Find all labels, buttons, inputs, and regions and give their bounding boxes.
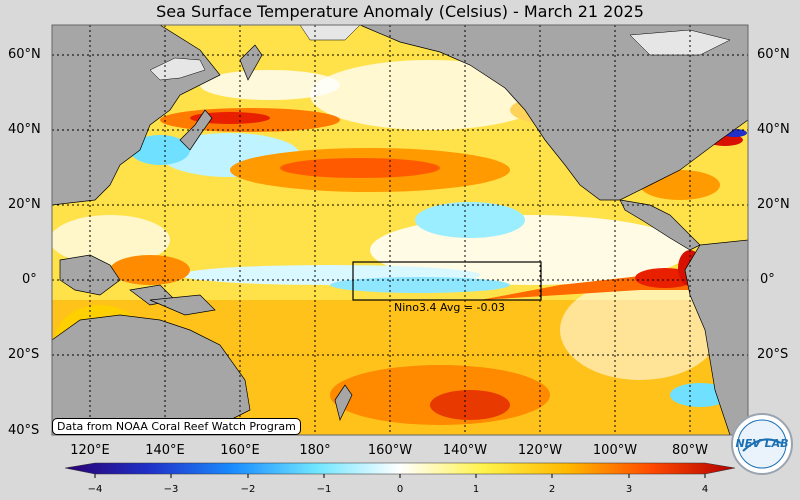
lon-label: 140°E (145, 443, 185, 458)
lat-label-left: 0° (22, 272, 37, 287)
nino34-box (352, 261, 542, 301)
lat-label-left: 60°N (8, 47, 41, 62)
lat-label-right: 20°N (757, 197, 790, 212)
colorbar-tick-label: −4 (87, 484, 103, 495)
lab-logo: NEV LAB (731, 413, 793, 475)
colorbar-tick-label: 0 (396, 484, 404, 495)
lon-label: 180° (299, 443, 331, 458)
lat-label-right: 40°N (757, 122, 790, 137)
nino34-average-label: Nino3.4 Avg = -0.03 (394, 301, 506, 314)
colorbar-tick-label: 4 (701, 484, 709, 495)
lat-label-right: 20°S (757, 347, 789, 362)
lon-label: 140°W (442, 443, 488, 458)
graticule (52, 25, 748, 435)
lat-label-right: 0° (760, 272, 775, 287)
colorbar-tick-label: −3 (163, 484, 179, 495)
lat-label-left: 20°S (8, 347, 40, 362)
lat-label-left: 40°S (8, 423, 40, 438)
lon-label: 160°E (220, 443, 260, 458)
data-credit: Data from NOAA Coral Reef Watch Program (52, 418, 301, 435)
lat-label-right: 60°N (757, 47, 790, 62)
lon-label: 160°W (367, 443, 413, 458)
colorbar-tick-label: 1 (472, 484, 480, 495)
colorbar-ticks (94, 474, 706, 478)
colorbar-tick-label: −2 (240, 484, 256, 495)
lat-label-left: 40°N (8, 122, 41, 137)
lon-label: 120°W (517, 443, 563, 458)
colorbar-tick-label: 2 (548, 484, 556, 495)
map-title: Sea Surface Temperature Anomaly (Celsius… (156, 2, 644, 21)
lon-label: 100°W (592, 443, 638, 458)
svg-text:NEV LAB: NEV LAB (736, 437, 789, 450)
lat-label-left: 20°N (8, 197, 41, 212)
map-frame (51, 24, 749, 436)
lon-label: 80°W (672, 443, 708, 458)
colorbar-tick-label: 3 (625, 484, 633, 495)
colorbar (64, 462, 736, 475)
lon-label: 120°E (70, 443, 110, 458)
colorbar-tick-label: −1 (316, 484, 332, 495)
